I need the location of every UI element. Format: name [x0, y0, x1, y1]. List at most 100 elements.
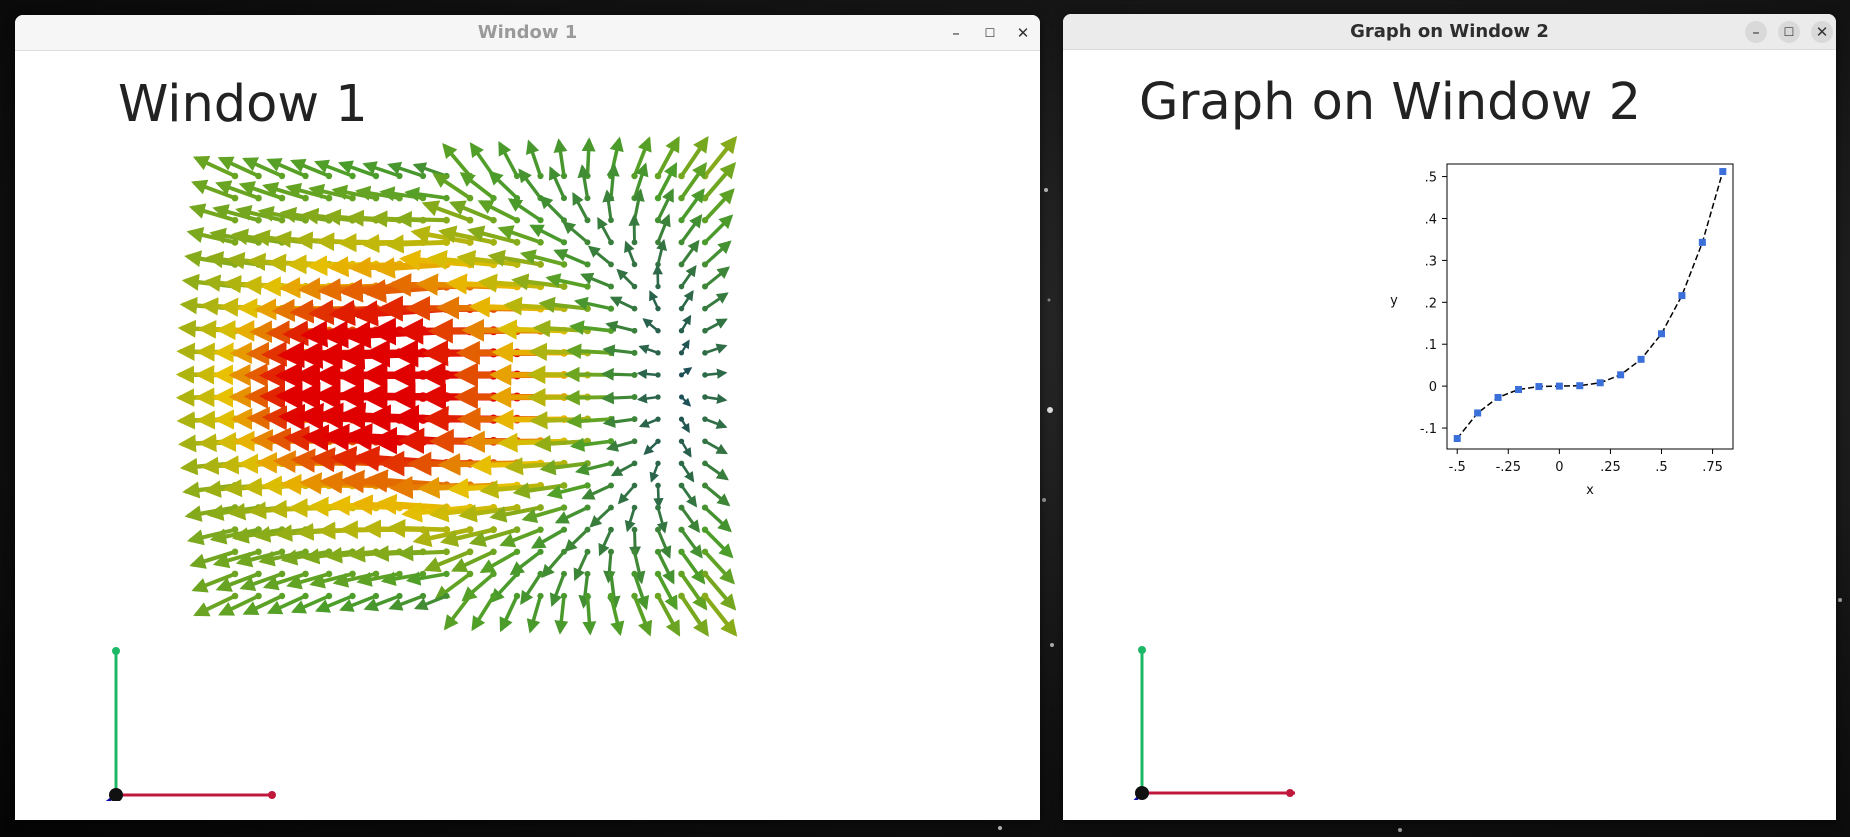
field-arrow-base: [584, 460, 591, 467]
field-arrow-base: [443, 194, 450, 202]
window-1-titlebar[interactable]: Window 1 – ☐ ✕: [15, 15, 1040, 51]
field-arrow: [469, 527, 518, 548]
field-arrow: [573, 551, 589, 582]
field-arrow: [266, 594, 307, 615]
field-arrow: [459, 171, 495, 200]
window-2-titlebar[interactable]: Graph on Window 2 – ☐ ✕: [1063, 14, 1836, 50]
maximize-button[interactable]: ☐: [984, 26, 996, 40]
field-arrow: [656, 551, 675, 585]
field-arrow-base: [537, 172, 544, 180]
y-tick-label: 0: [1429, 380, 1437, 395]
field-arrow: [577, 164, 591, 199]
field-arrow: [499, 527, 542, 548]
field-arrow: [638, 344, 659, 355]
field-arrow-base: [325, 172, 333, 180]
field-arrow: [703, 240, 732, 266]
window-1[interactable]: Window 1 – ☐ ✕ Window 1: [15, 15, 1040, 820]
field-arrow-base: [560, 261, 568, 268]
field-arrow-base: [654, 592, 662, 600]
field-arrow-base: [513, 217, 521, 224]
field-arrow-base: [490, 592, 497, 600]
field-arrow-base: [631, 371, 638, 378]
xyz-axes-icon: [105, 647, 276, 801]
window-2-canvas[interactable]: Graph on Window 2 -.5 -.25 0 .25 .5 .75 -.1 0 .1…: [1063, 50, 1836, 820]
field-arrow-base: [655, 394, 661, 400]
x-axis-end: [1286, 789, 1294, 797]
close-button[interactable]: ✕: [1016, 24, 1030, 42]
field-arrow-base: [490, 216, 497, 224]
field-arrow-base: [678, 504, 685, 511]
field-arrow-base: [607, 438, 615, 445]
field-arrow-base: [537, 239, 544, 246]
field-arrow-base: [584, 261, 591, 268]
field-arrow-base: [466, 526, 474, 534]
field-arrow-base: [396, 570, 403, 578]
field-arrow-base: [325, 592, 333, 600]
field-arrow: [574, 461, 612, 476]
window-2-title: Graph on Window 2: [1350, 21, 1549, 42]
field-arrow-base: [702, 305, 708, 312]
field-arrow: [477, 200, 518, 222]
field-arrow-base: [255, 592, 262, 600]
field-arrow-base: [513, 503, 521, 512]
field-arrow-base: [631, 261, 638, 268]
field-arrow: [605, 320, 635, 333]
field-arrow-base: [655, 283, 661, 290]
field-arrow: [680, 290, 694, 310]
field-arrow-base: [608, 548, 614, 555]
field-arrow-base: [584, 195, 591, 202]
field-arrow-base: [560, 172, 568, 180]
field-arrow: [529, 224, 565, 244]
field-arrow-base: [302, 172, 309, 180]
field-arrow-base: [255, 548, 262, 556]
field-arrow-base: [655, 239, 661, 246]
field-arrow-base: [701, 239, 709, 246]
field-arrow-base: [655, 438, 661, 444]
minimize-button[interactable]: –: [1745, 21, 1767, 43]
field-arrow-base: [702, 350, 708, 356]
field-arrow-base: [608, 217, 614, 224]
field-arrow: [479, 479, 541, 499]
field-arrow-base: [678, 217, 685, 224]
field-arrow-base: [655, 328, 661, 334]
field-arrow: [587, 245, 612, 266]
window-1-canvas[interactable]: Window 1: [15, 51, 1040, 820]
field-arrow-base: [631, 283, 638, 290]
field-arrow: [530, 528, 565, 549]
data-point: [1535, 383, 1543, 391]
minimize-button[interactable]: –: [952, 24, 960, 42]
field-arrow: [521, 505, 565, 524]
x-tick-label: .75: [1702, 460, 1723, 475]
field-arrow-base: [679, 394, 684, 400]
field-arrow: [704, 343, 728, 355]
field-arrow-base: [537, 548, 544, 555]
field-arrow-base: [702, 372, 708, 378]
field-arrow-base: [490, 526, 497, 534]
field-arrow-base: [561, 195, 567, 202]
field-arrow: [680, 484, 698, 508]
field-arrow: [703, 594, 738, 637]
field-arrow-base: [443, 593, 450, 599]
cubic-chart: -.5 -.25 0 .25 .5 .75 -.1 0 .1 .2 .3 .4 .5 x y: [1390, 163, 1734, 498]
field-arrow-base: [654, 570, 662, 578]
maximize-button[interactable]: ☐: [1778, 21, 1800, 43]
field-arrow: [703, 188, 735, 222]
field-arrow: [191, 572, 236, 593]
field-arrow: [519, 249, 565, 267]
x-tick-label: -.25: [1496, 460, 1521, 475]
field-arrow-base: [255, 570, 262, 578]
field-arrow: [215, 572, 260, 592]
field-arrow-base: [537, 592, 544, 600]
close-button[interactable]: ✕: [1811, 21, 1833, 43]
field-arrow: [602, 189, 615, 221]
xyz-axes-icon: [1133, 646, 1295, 800]
field-arrow: [469, 142, 495, 178]
field-arrow-base: [443, 216, 450, 224]
field-arrow-base: [561, 570, 567, 577]
field-arrow: [679, 135, 709, 178]
field-arrow: [569, 320, 612, 335]
window-1-title: Window 1: [477, 22, 578, 43]
field-arrow-base: [560, 504, 568, 511]
window-2[interactable]: Graph on Window 2 – ☐ ✕ Graph on Window …: [1063, 14, 1836, 820]
field-arrow: [656, 213, 671, 243]
